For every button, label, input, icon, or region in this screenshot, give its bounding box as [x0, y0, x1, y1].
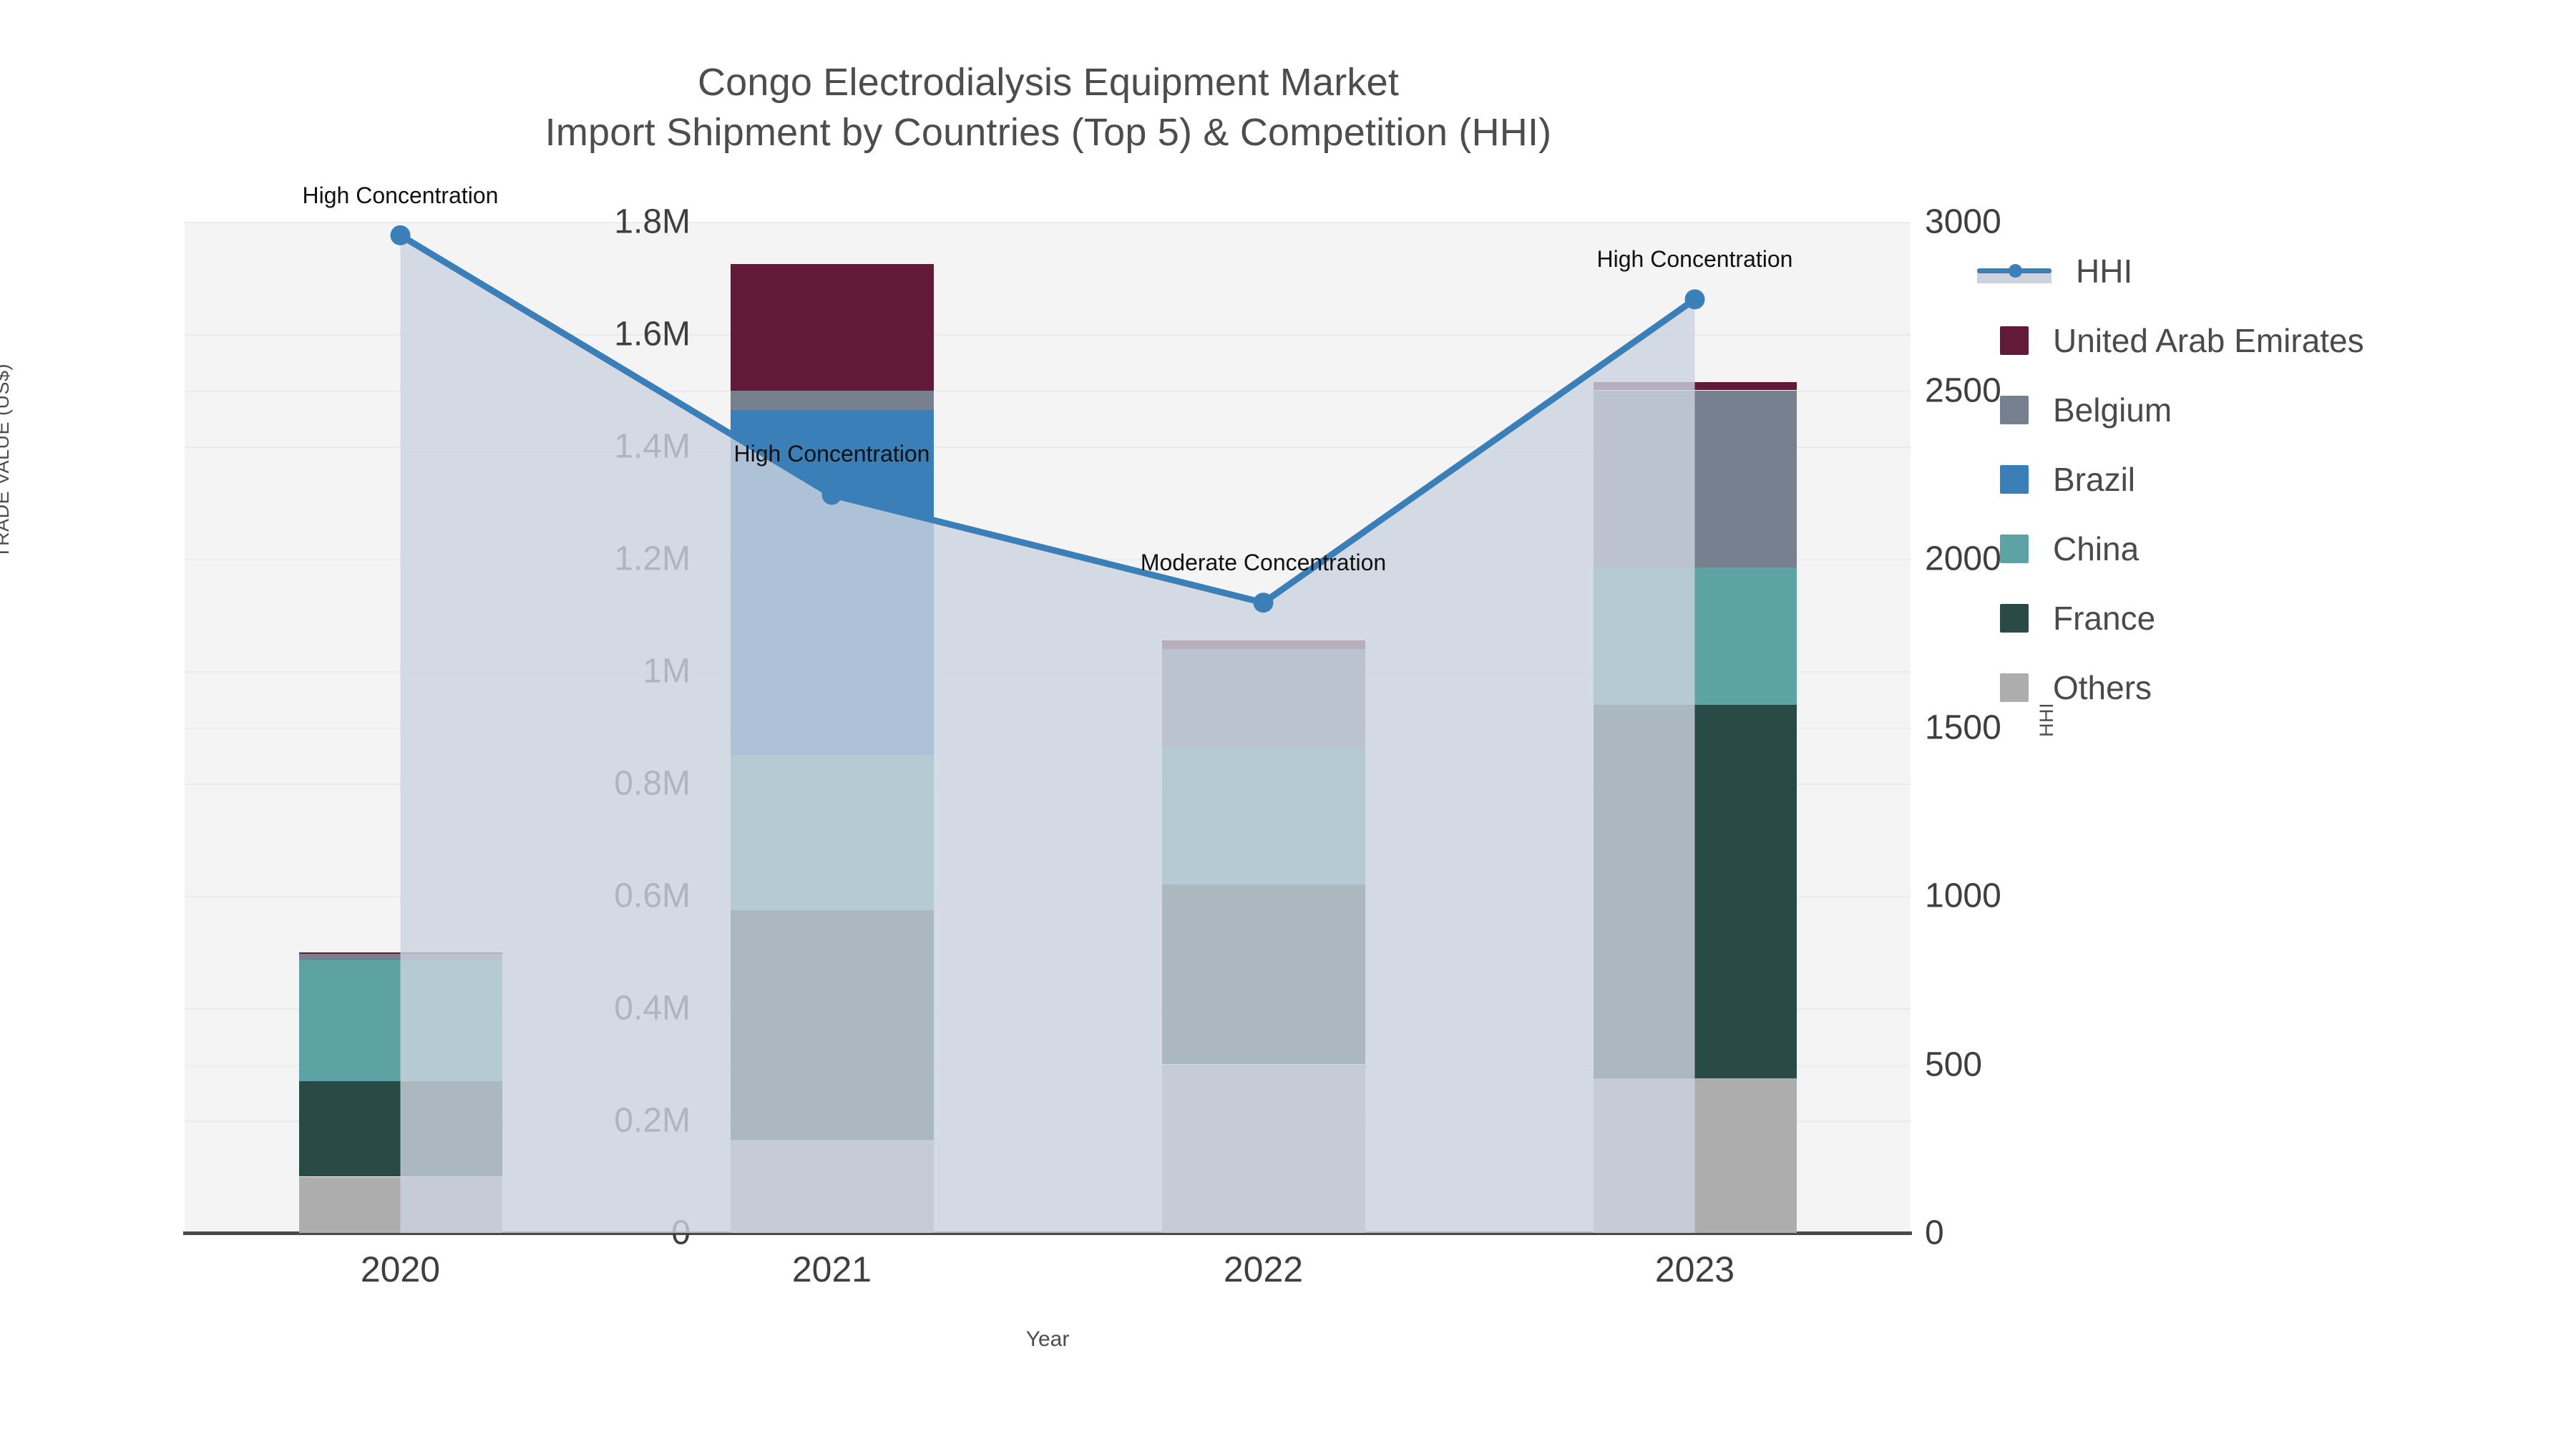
bar-segment-belgium-2021[interactable]	[730, 390, 934, 410]
bar-segment-china-2021[interactable]	[730, 755, 934, 910]
bar-segment-united-arab-emirates-2022[interactable]	[1161, 640, 1365, 649]
legend-item-label: Brazil	[2053, 460, 2136, 498]
y-axis-right-tick: 500	[1925, 1045, 1983, 1083]
legend-swatch-icon	[2000, 395, 2029, 424]
legend-swatch-icon	[2000, 464, 2029, 494]
x-axis-tick-2020: 2020	[360, 1249, 441, 1289]
legend-item-label: France	[2053, 599, 2156, 637]
y-axis-left-tick: 1.6M	[614, 315, 691, 353]
legend-item-label: HHI	[2076, 252, 2133, 290]
x-axis-tick-2023: 2023	[1654, 1249, 1735, 1289]
legend-swatch-icon	[2000, 326, 2029, 355]
annotation-2023: High Concentration	[1596, 246, 1793, 273]
y-axis-left-tick: 1M	[643, 652, 691, 691]
legend-swatch-icon	[2000, 534, 2029, 563]
legend-swatch-icon	[2000, 673, 2029, 702]
x-axis-tick-2021: 2021	[791, 1249, 872, 1289]
y-axis-right-tick: 3000	[1925, 203, 2001, 241]
chart-legend: HHI United Arab Emirates Belgium Brazil Chin…	[1977, 236, 2565, 722]
legend-item-label: Others	[2053, 668, 2152, 706]
bar-segment-others-2023[interactable]	[1593, 1078, 1797, 1233]
y-axis-left-tick: 0.8M	[614, 764, 691, 803]
bar-segment-france-2022[interactable]	[1161, 884, 1365, 1065]
y-axis-left-tick: 0.2M	[614, 1101, 691, 1140]
legend-item-label: United Arab Emirates	[2053, 321, 2364, 359]
y-axis-left-label: TRADE VALUE (US$)	[0, 363, 13, 558]
legend-item-others[interactable]: Others	[2000, 653, 2565, 722]
legend-line-marker-icon	[1977, 257, 2051, 286]
bar-segment-united-arab-emirates-2020[interactable]	[298, 952, 502, 954]
chart-title: Congo Electrodialysis Equipment Market I…	[0, 57, 2097, 157]
chart-title-line-1: Congo Electrodialysis Equipment Market	[697, 61, 1400, 104]
annotation-2022: Moderate Concentration	[1140, 550, 1387, 576]
y-axis-left-tick: 0.6M	[614, 877, 691, 915]
legend-item-united-arab-emirates[interactable]: United Arab Emirates	[2000, 306, 2565, 375]
legend-item-china[interactable]: China	[2000, 514, 2565, 583]
y-axis-right-tick: 1000	[1925, 877, 2001, 915]
x-axis-tick-2022: 2022	[1223, 1249, 1304, 1289]
legend-item-france[interactable]: France	[2000, 583, 2565, 653]
bar-segment-others-2021[interactable]	[730, 1140, 934, 1233]
x-axis-line	[183, 1231, 1912, 1235]
bar-segment-france-2021[interactable]	[730, 909, 934, 1141]
legend-item-belgium[interactable]: Belgium	[2000, 375, 2565, 444]
bar-segment-others-2020[interactable]	[298, 1176, 502, 1233]
y-axis-right-tick: 0	[1925, 1214, 1944, 1252]
y-axis-left-tick: 1.8M	[614, 203, 691, 241]
annotation-2021: High Concentration	[733, 440, 930, 467]
bar-segment-china-2020[interactable]	[298, 960, 502, 1082]
bar-segment-france-2023[interactable]	[1593, 705, 1797, 1079]
bar-segment-united-arab-emirates-2021[interactable]	[730, 263, 934, 391]
gridline-secondary	[185, 222, 1911, 223]
y-axis-left-tick: 0	[671, 1214, 691, 1252]
bar-segment-belgium-2020[interactable]	[298, 953, 502, 961]
legend-item-brazil[interactable]: Brazil	[2000, 444, 2565, 514]
bar-segment-france-2020[interactable]	[298, 1081, 502, 1177]
y-axis-right-tick: 2000	[1925, 540, 2001, 578]
bar-segment-belgium-2022[interactable]	[1161, 648, 1365, 747]
bar-segment-china-2023[interactable]	[1593, 567, 1797, 706]
bar-segment-china-2022[interactable]	[1161, 746, 1365, 885]
y-axis-right-tick: 1500	[1925, 708, 2001, 746]
annotation-2020: High Concentration	[302, 182, 499, 208]
legend-swatch-icon	[2000, 603, 2029, 633]
bar-segment-others-2022[interactable]	[1161, 1064, 1365, 1233]
gridline	[185, 334, 1911, 336]
y-axis-left-tick: 1.2M	[614, 540, 691, 578]
legend-item-label: China	[2053, 530, 2140, 567]
y-axis-left-tick: 0.4M	[614, 989, 691, 1028]
legend-item-hhi[interactable]: HHI	[1977, 236, 2565, 306]
y-axis-left-tick: 1.4M	[614, 427, 691, 466]
bar-segment-belgium-2023[interactable]	[1593, 390, 1797, 567]
x-axis-label: Year	[1025, 1327, 1070, 1351]
y-axis-right-tick: 2500	[1925, 371, 2001, 409]
legend-item-label: Belgium	[2053, 391, 2172, 429]
bar-segment-united-arab-emirates-2023[interactable]	[1593, 381, 1797, 391]
chart-title-line-2: Import Shipment by Countries (Top 5) & C…	[545, 111, 1552, 155]
